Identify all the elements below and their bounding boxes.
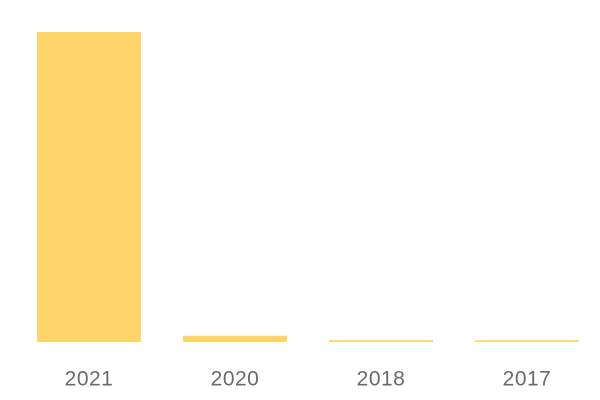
bar (183, 335, 287, 342)
bar (37, 32, 141, 342)
bar (329, 340, 433, 342)
x-tick-label: 2020 (211, 368, 260, 391)
bar (475, 340, 579, 342)
x-tick-label: 2021 (65, 368, 114, 391)
x-tick-label: 2017 (503, 368, 552, 391)
x-tick-label: 2018 (357, 368, 406, 391)
